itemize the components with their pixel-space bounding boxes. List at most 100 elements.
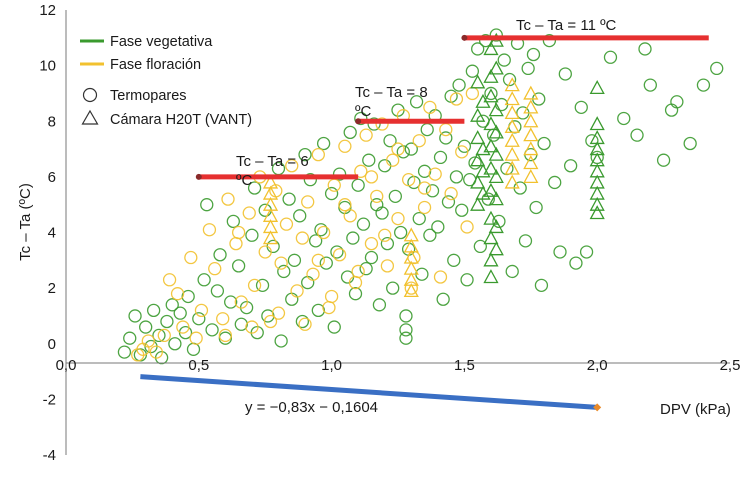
data-point-circle <box>343 209 357 223</box>
data-point-circle <box>386 281 400 295</box>
data-point-circle <box>274 334 288 348</box>
data-point-circle <box>141 334 155 348</box>
data-point-circle <box>537 136 551 151</box>
data-point-circle <box>316 136 331 151</box>
data-point-circle <box>287 253 302 267</box>
data-point-circle <box>224 295 238 309</box>
y-tick-labels: -4 -2 0 2 4 6 8 10 12 <box>39 2 56 464</box>
data-point-circle <box>184 250 198 265</box>
data-point-circle <box>433 150 448 165</box>
data-point-circle <box>346 231 360 245</box>
data-point-circle <box>436 292 450 306</box>
data-point-circle <box>311 253 325 267</box>
data-point-circle <box>497 53 511 67</box>
y-tick-label: -4 <box>43 447 56 464</box>
x-tick-label: 0,5 <box>188 357 209 374</box>
data-point-triangle <box>483 138 499 153</box>
data-point-triangle <box>523 113 539 128</box>
data-point-triangle <box>483 210 499 225</box>
data-point-circle <box>149 345 163 359</box>
data-point-triangle <box>589 116 605 131</box>
data-point-circle <box>359 262 373 276</box>
data-point-triangle <box>523 85 539 100</box>
data-point-circle <box>266 239 280 254</box>
data-point-circle <box>218 331 233 345</box>
data-point-triangle <box>483 68 499 83</box>
data-point-triangle <box>470 130 486 145</box>
data-point-circle <box>306 267 320 281</box>
data-point-circle <box>351 178 365 192</box>
y-tick-label: -2 <box>43 391 56 408</box>
data-points-layer <box>117 28 724 365</box>
data-point-circle <box>157 328 171 343</box>
y-tick-label: 2 <box>48 280 56 297</box>
data-point-circle <box>245 228 259 242</box>
regression-line <box>140 374 598 410</box>
data-point-circle <box>529 200 543 215</box>
data-point-circle <box>338 198 352 212</box>
data-point-circle <box>279 217 294 231</box>
data-point-circle <box>425 184 440 198</box>
threshold-8-label-line1: Tc – Ta = 8 <box>355 84 428 101</box>
data-point-circle <box>295 314 310 329</box>
data-point-triangle <box>483 252 499 267</box>
data-point-circle <box>189 331 203 345</box>
data-point-circle <box>460 273 474 287</box>
data-point-circle <box>216 312 230 326</box>
data-point-circle <box>444 186 458 201</box>
x-tick-label: 2,0 <box>587 357 608 374</box>
data-point-circle <box>375 206 389 220</box>
y-tick-label: 4 <box>48 225 56 242</box>
data-point-circle <box>298 147 312 162</box>
y-tick-label: 12 <box>39 2 56 19</box>
data-point-circle <box>375 117 389 131</box>
data-point-circle <box>247 181 262 195</box>
data-point-circle <box>117 345 132 359</box>
legend-flowering-label: Fase floración <box>110 57 201 73</box>
data-point-circle <box>478 33 493 48</box>
threshold-8-label-line2: ºC <box>355 103 371 120</box>
data-point-circle <box>364 236 379 251</box>
data-point-circle <box>585 134 599 148</box>
data-point-circle <box>378 228 392 242</box>
data-point-triangle <box>504 132 520 147</box>
threshold-line-endpoint <box>461 34 468 41</box>
data-point-circle <box>574 100 588 114</box>
data-point-circle <box>301 195 315 209</box>
data-point-circle <box>383 134 397 148</box>
data-point-circle <box>710 61 724 76</box>
data-point-circle <box>380 259 395 273</box>
data-point-triangle <box>589 80 605 95</box>
data-point-circle <box>258 245 272 259</box>
data-point-circle <box>386 153 400 167</box>
data-point-triangle <box>470 74 486 89</box>
data-point-circle <box>231 259 246 273</box>
data-point-circle <box>399 323 413 337</box>
data-point-circle <box>168 337 182 351</box>
data-point-circle <box>332 248 347 262</box>
data-point-circle <box>165 298 179 312</box>
data-point-circle <box>412 211 426 226</box>
data-point-circle <box>285 292 299 306</box>
data-point-circle <box>378 159 392 173</box>
x-tick-label: 2,5 <box>720 357 741 374</box>
data-point-circle <box>221 192 235 206</box>
y-axis-title: Tc – Ta (ºC) <box>17 183 34 261</box>
data-point-circle <box>277 264 291 279</box>
data-point-circle <box>319 256 333 270</box>
x-tick-labels: 0,0 0,5 1,0 1,5 2,0 2,5 <box>56 357 741 374</box>
data-point-circle <box>245 320 259 334</box>
data-point-circle <box>455 145 469 159</box>
data-point-circle <box>338 200 352 215</box>
data-point-triangle <box>504 77 520 92</box>
x-axis-title: DPV (kPa) <box>660 401 731 418</box>
data-point-circle <box>197 273 211 287</box>
data-point-triangle <box>504 118 520 133</box>
data-point-circle <box>420 122 434 137</box>
legend-camera-label: Cámara H20T (VANT) <box>110 112 252 128</box>
data-point-circle <box>518 234 533 248</box>
data-point-circle <box>234 295 248 309</box>
data-point-triangle <box>523 127 539 142</box>
data-point-circle <box>255 278 270 292</box>
data-point-circle <box>226 214 240 229</box>
